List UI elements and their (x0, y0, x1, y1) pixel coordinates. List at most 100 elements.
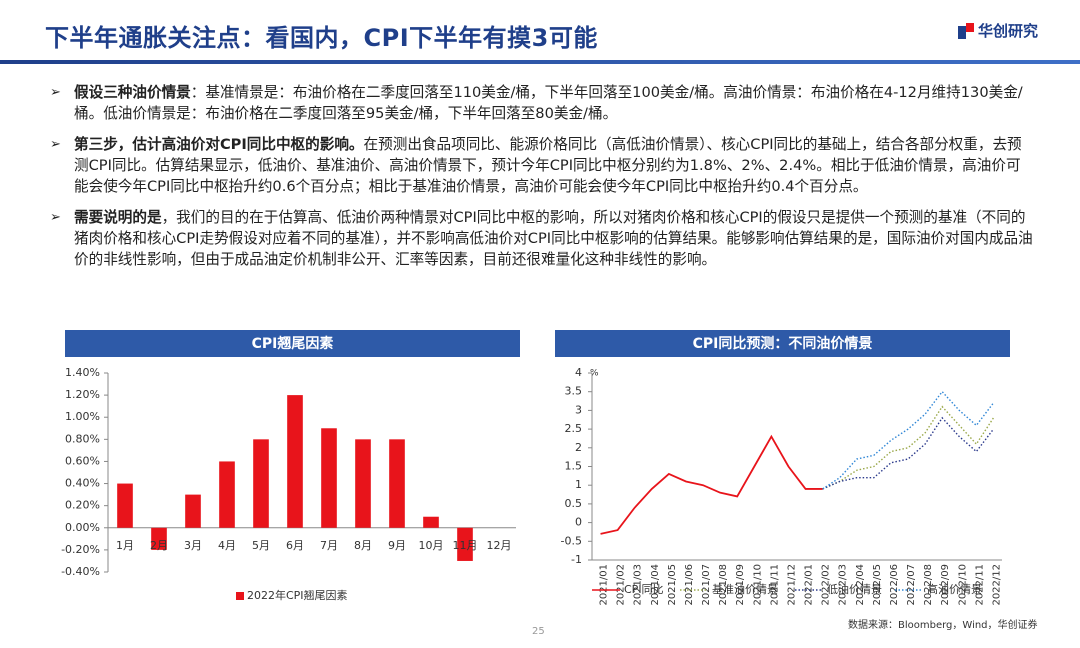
bar (117, 483, 133, 528)
y-axis-label: % (590, 369, 599, 379)
x-tick-label: 12月 (487, 539, 512, 552)
y-tick-label: 1.00% (65, 410, 100, 423)
x-tick-label: 10月 (419, 539, 444, 552)
bar (355, 439, 371, 528)
x-tick-label: 2021/07 (701, 564, 712, 606)
x-tick-label: 2021/08 (718, 564, 729, 606)
x-tick-label: 2022/01 (804, 564, 815, 606)
x-tick-label: 2022/03 (838, 564, 849, 606)
x-tick-label: 2022/06 (889, 564, 900, 606)
y-tick-label: 3 (575, 403, 582, 416)
x-tick-label: 2022/07 (906, 564, 917, 606)
chart-title: CPI同比预测：不同油价情景 (693, 335, 873, 352)
legend-label: 2022年CPI翘尾因素 (247, 588, 348, 602)
bullet-lead: 假设三种油价情景 (74, 84, 191, 101)
bullet: 假设三种油价情景：基准情景是：布油价格在二季度回落至110美金/桶，下半年回落至… (50, 82, 1035, 124)
x-tick-label: 2022/09 (940, 564, 951, 606)
x-tick-label: 6月 (286, 539, 304, 552)
y-tick-label: -1 (571, 553, 582, 566)
bar (457, 527, 473, 561)
bullet-list: 假设三种油价情景：基准情景是：布油价格在二季度回落至110美金/桶，下半年回落至… (50, 82, 1035, 280)
slide-title: 下半年通胀关注点：看国内，CPI下半年有摸3可能 (45, 24, 598, 52)
y-tick-label: 2 (575, 441, 582, 454)
x-tick-label: 2022/02 (821, 564, 832, 606)
x-tick-label: 7月 (320, 539, 338, 552)
y-tick-label: 1 (575, 478, 582, 491)
page-number: 25 (532, 626, 545, 637)
y-tick-label: 0 (575, 516, 582, 529)
bar (253, 439, 269, 528)
legend-label: 基准油价情景 (712, 582, 778, 596)
y-tick-label: 2.5 (565, 422, 583, 435)
series-line (822, 405, 995, 490)
y-tick-label: 0.20% (65, 499, 100, 512)
x-tick-label: 2月 (150, 539, 168, 552)
y-tick-label: 1.20% (65, 388, 100, 401)
y-tick-label: -0.5 (561, 534, 582, 547)
x-tick-label: 9月 (388, 539, 406, 552)
source-note: 数据来源：Bloomberg，Wind，华创证券 (848, 620, 1038, 631)
y-tick-label: 3.5 (565, 385, 583, 398)
x-tick-label: 2021/09 (735, 564, 746, 606)
y-tick-label: 0.5 (565, 497, 583, 510)
x-tick-label: 8月 (354, 539, 372, 552)
y-tick-label: 0.00% (65, 521, 100, 534)
logo-icon (958, 22, 974, 39)
logo: 华创研究 (958, 20, 1038, 41)
bar (151, 527, 167, 550)
x-tick-label: 2022/04 (855, 564, 866, 606)
chart-title: CPI翘尾因素 (252, 335, 334, 352)
bar (423, 516, 439, 528)
bar (185, 494, 201, 528)
legend-label: 高油价情景 (927, 582, 982, 596)
bullet: 第三步，估计高油价对CPI同比中枢的影响。在预测出食品项同比、能源价格同比（高低… (50, 134, 1035, 197)
bullet: 需要说明的是，我们的目的在于估算高、低油价两种情景对CPI同比中枢的影响，所以对… (50, 207, 1035, 270)
x-tick-label: 2022/12 (991, 564, 1002, 606)
bar (219, 461, 235, 528)
x-tick-label: 2021/02 (616, 564, 627, 606)
y-tick-label: 1.5 (565, 460, 583, 473)
y-tick-label: -0.40% (61, 565, 100, 578)
x-tick-label: 2021/04 (650, 564, 661, 606)
y-tick-label: 0.40% (65, 477, 100, 490)
x-tick-label: 2022/08 (923, 564, 934, 606)
y-tick-label: 0.60% (65, 454, 100, 467)
x-tick-label: 2022/05 (872, 564, 883, 606)
x-tick-label: 2021/01 (599, 564, 610, 606)
x-tick-label: 3月 (184, 539, 202, 552)
legend-swatch (236, 592, 244, 600)
bullet-text: 在预测出食品项同比、能源价格同比（高低油价情景）、核心CPI同比的基础上，结合各… (74, 136, 1022, 195)
legend-label: 低油价情景 (827, 582, 882, 596)
x-tick-label: 2021/11 (769, 564, 780, 606)
x-tick-label: 2021/12 (786, 564, 797, 606)
series-line (822, 390, 995, 490)
bullet-lead: 需要说明的是 (74, 209, 162, 226)
x-tick-label: 4月 (218, 539, 236, 552)
bar (321, 428, 337, 528)
x-tick-label: 2022/11 (974, 564, 985, 606)
bullet-text: ：基准情景是：布油价格在二季度回落至110美金/桶，下半年回落至100美金/桶。… (74, 84, 1023, 122)
y-tick-label: 4 (575, 366, 582, 379)
bullet-text: ，我们的目的在于估算高、低油价两种情景对CPI同比中枢的影响，所以对猪肉价格和核… (74, 209, 1033, 268)
bar (287, 395, 303, 528)
header-rule (0, 60, 1080, 64)
y-tick-label: -0.20% (61, 543, 100, 556)
x-tick-label: 2021/10 (752, 564, 763, 606)
logo-text: 华创研究 (978, 22, 1039, 40)
legend-label: CPI同比 (624, 583, 664, 596)
x-tick-label: 2021/05 (667, 564, 678, 606)
x-tick-label: 1月 (116, 539, 134, 552)
bar (389, 439, 405, 528)
bullet-lead: 第三步，估计高油价对CPI同比中枢的影响。 (74, 136, 364, 153)
x-tick-label: 5月 (252, 539, 270, 552)
y-tick-label: 0.80% (65, 432, 100, 445)
chart-title-bar (65, 330, 520, 357)
series-line (822, 416, 995, 490)
y-tick-label: 1.40% (65, 366, 100, 379)
chart-title-bar (555, 330, 1010, 357)
series-line (600, 434, 823, 535)
x-tick-label: 2021/03 (633, 564, 644, 606)
x-tick-label: 2021/06 (684, 564, 695, 606)
x-tick-label: 2022/10 (957, 564, 968, 606)
